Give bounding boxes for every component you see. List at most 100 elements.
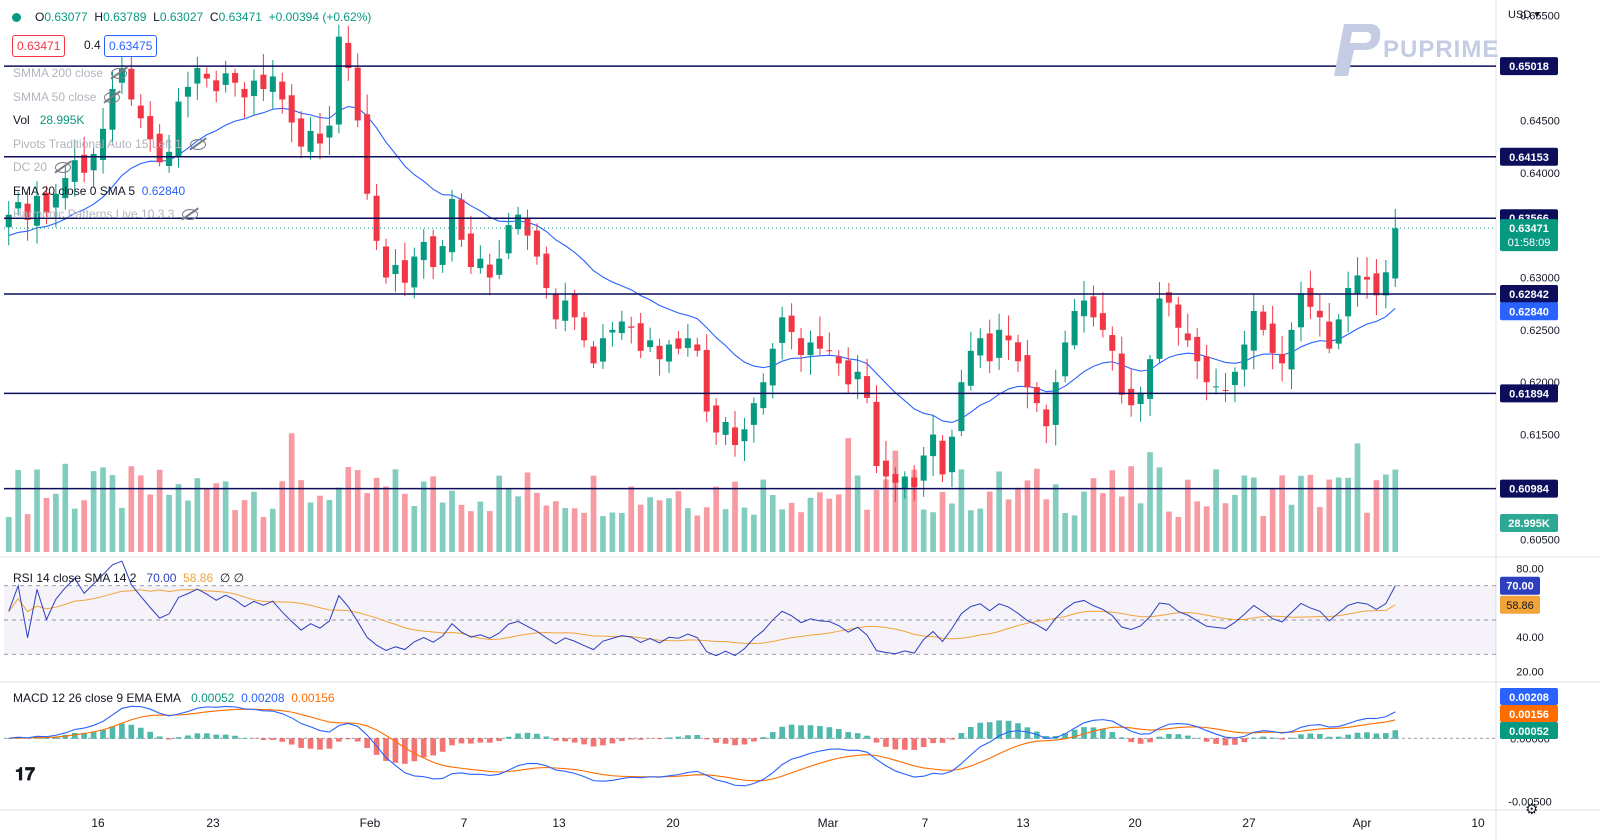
candle-body bbox=[647, 340, 654, 348]
macd-histogram-bar bbox=[694, 734, 701, 739]
time-tick-label: 13 bbox=[1016, 816, 1030, 830]
level-price-label: 0.64153 bbox=[1509, 152, 1549, 164]
macd-histogram-bar bbox=[213, 734, 220, 739]
volume-bar bbox=[288, 433, 295, 552]
candle-body bbox=[194, 68, 201, 84]
candle-body bbox=[798, 338, 805, 355]
volume-bar bbox=[100, 467, 106, 552]
candle-body bbox=[1213, 386, 1220, 388]
macd-histogram-bar bbox=[779, 726, 786, 739]
macd-histogram-bar bbox=[854, 733, 861, 739]
ohlc-legend: O0.63077 H0.63789 L0.63027 C0.63471 +0.0… bbox=[12, 10, 371, 24]
volume-legend[interactable]: Vol 28.995K bbox=[13, 113, 85, 127]
volume-bar bbox=[637, 504, 644, 552]
macd-histogram-bar bbox=[1279, 738, 1285, 740]
volume-bar bbox=[911, 469, 918, 552]
macd-histogram-bar bbox=[1250, 737, 1257, 739]
smma50-legend[interactable]: SMMA 50 close bbox=[13, 90, 121, 104]
rsi-sma-value: 58.86 bbox=[183, 571, 214, 585]
rsi-line bbox=[8, 560, 1396, 657]
macd-histogram-bar bbox=[1156, 736, 1163, 739]
macd-histogram-bar bbox=[364, 738, 370, 748]
volume-bar bbox=[1392, 469, 1399, 552]
candle-body bbox=[1071, 311, 1078, 346]
candle-body bbox=[486, 264, 493, 278]
currency-selector[interactable]: USD ▾ bbox=[1508, 9, 1540, 21]
volume-bar bbox=[317, 495, 323, 552]
volume-bar bbox=[232, 510, 238, 552]
volume-bar bbox=[298, 480, 304, 552]
volume-bar bbox=[845, 438, 852, 552]
macd-histogram-bar bbox=[977, 722, 984, 739]
volume-bar bbox=[411, 506, 418, 552]
volume-bar bbox=[685, 508, 691, 552]
rsi-tick-label: 80.00 bbox=[1516, 564, 1544, 576]
candle-body bbox=[967, 350, 974, 386]
candle-body bbox=[1005, 335, 1012, 341]
macd-histogram-bar bbox=[939, 738, 946, 743]
candle-body bbox=[147, 116, 154, 140]
time-tick-label: Feb bbox=[360, 816, 381, 830]
sell-price-button[interactable]: 0.63471 bbox=[12, 35, 66, 57]
volume-bar bbox=[1109, 470, 1116, 552]
volume-bar bbox=[1345, 477, 1351, 552]
volume-bar bbox=[364, 493, 370, 552]
candle-body bbox=[562, 300, 569, 321]
candle-body bbox=[1241, 344, 1248, 370]
candle-body bbox=[1043, 409, 1050, 427]
volume-bar bbox=[515, 496, 521, 552]
candle-body bbox=[618, 321, 625, 334]
volume-bar bbox=[1241, 475, 1248, 552]
candle-body bbox=[430, 236, 437, 268]
candle-body bbox=[1269, 323, 1276, 353]
volume-bar bbox=[741, 507, 748, 552]
harmonic-legend[interactable]: Harmonic Patterns Live 10 3 3 bbox=[13, 207, 199, 221]
volume-bar bbox=[835, 494, 842, 552]
volume-bar bbox=[24, 514, 31, 552]
candle-body bbox=[1099, 313, 1106, 330]
candle-body bbox=[731, 427, 739, 446]
candle-body bbox=[939, 440, 946, 475]
macd-histogram-bar bbox=[732, 738, 738, 746]
macd-histogram-bar bbox=[241, 737, 248, 739]
macd-histogram-bar bbox=[185, 735, 191, 739]
candle-body bbox=[33, 195, 41, 226]
volume-bar bbox=[1194, 501, 1201, 552]
macd-histogram-bar bbox=[326, 738, 333, 749]
hidden-eye-icon[interactable] bbox=[104, 92, 121, 104]
volume-bar bbox=[732, 481, 738, 552]
candle-body bbox=[703, 349, 710, 412]
buy-price-button[interactable]: 0.63475 bbox=[104, 35, 158, 57]
macd-legend[interactable]: MACD 12 26 close 9 EMA EMA 0.00052 0.002… bbox=[13, 691, 335, 705]
candle-body bbox=[43, 192, 50, 213]
hidden-eye-icon[interactable] bbox=[182, 209, 199, 221]
hidden-eye-icon[interactable] bbox=[111, 68, 128, 80]
dc-legend[interactable]: DC 20 bbox=[13, 160, 72, 174]
hidden-eye-icon[interactable] bbox=[189, 139, 206, 151]
volume-bar bbox=[251, 491, 257, 552]
rsi-tick-label: 20.00 bbox=[1516, 666, 1544, 678]
macd-histogram-bar bbox=[411, 738, 418, 762]
volume-bar bbox=[647, 497, 653, 552]
volume-bar bbox=[1090, 478, 1097, 552]
macd-histogram-bar bbox=[534, 733, 540, 739]
candle-body bbox=[609, 329, 616, 333]
brand-name: PUPRIME bbox=[1383, 36, 1500, 63]
puprime-logo-icon bbox=[1334, 24, 1381, 76]
smma200-legend[interactable]: SMMA 200 close bbox=[13, 66, 128, 80]
ema-legend[interactable]: EMA 20 close 0 SMA 5 0.62840 bbox=[13, 184, 186, 198]
candle-body bbox=[81, 154, 88, 173]
pivots-legend[interactable]: Pivots Traditional Auto 15 Left 1 bbox=[13, 137, 206, 151]
spread-value: 0.4 bbox=[80, 35, 105, 55]
candle-body bbox=[222, 73, 229, 85]
candle-body bbox=[930, 434, 937, 457]
volume-bar bbox=[571, 508, 578, 552]
candle-body bbox=[1231, 371, 1238, 386]
rsi-legend[interactable]: RSI 14 close SMA 14 2 70.00 58.86 ∅ ∅ bbox=[13, 571, 245, 585]
hidden-eye-icon[interactable] bbox=[55, 162, 72, 174]
candle-body bbox=[1250, 311, 1257, 351]
settings-gear-icon[interactable]: ⚙ bbox=[1525, 801, 1539, 818]
macd-histogram-bar bbox=[656, 738, 663, 740]
macd-histogram-bar bbox=[864, 735, 870, 739]
